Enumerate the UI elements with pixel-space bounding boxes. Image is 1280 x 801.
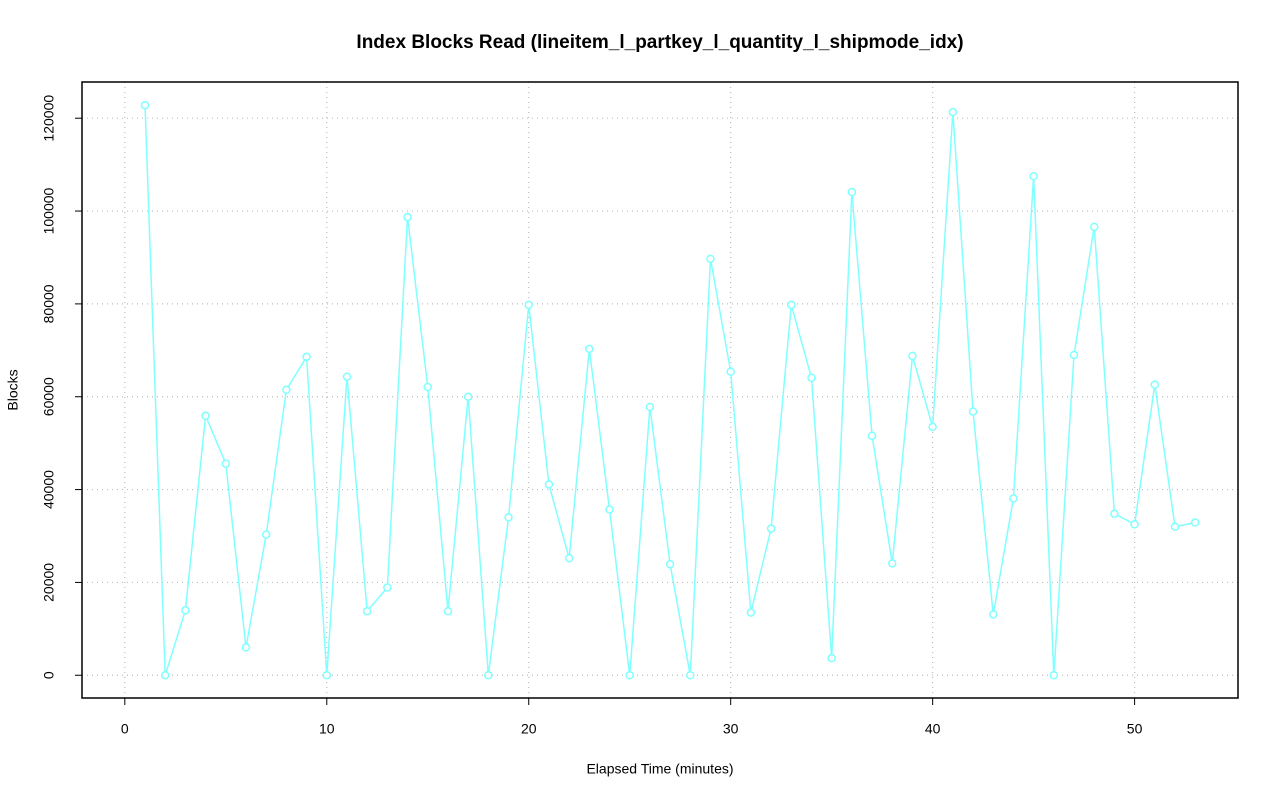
y-tick-label: 40000 xyxy=(41,470,57,509)
data-point xyxy=(1049,671,1059,680)
data-point xyxy=(443,606,453,616)
x-tick-label: 20 xyxy=(521,721,537,737)
data-point xyxy=(827,653,836,663)
y-tick-label: 80000 xyxy=(41,284,57,323)
data-point xyxy=(423,382,432,392)
x-tick-label: 10 xyxy=(319,721,335,737)
data-point xyxy=(403,212,412,222)
data-point xyxy=(524,300,533,310)
data-point xyxy=(888,559,897,568)
x-tick-label: 0 xyxy=(121,721,129,737)
data-point xyxy=(201,411,210,421)
data-point xyxy=(463,392,473,401)
data-point xyxy=(968,407,978,416)
data-point xyxy=(181,606,190,615)
data-point xyxy=(362,606,372,616)
data-point xyxy=(1190,518,1200,527)
y-tick-label: 100000 xyxy=(41,187,57,234)
data-point xyxy=(726,367,735,376)
data-point xyxy=(867,431,877,440)
data-point xyxy=(665,560,675,569)
data-line xyxy=(144,105,1196,676)
y-tick-label: 0 xyxy=(41,671,57,679)
data-point xyxy=(706,254,715,264)
data-point xyxy=(625,671,634,680)
data-point xyxy=(261,530,271,539)
x-tick-label: 50 xyxy=(1127,721,1143,737)
data-point xyxy=(383,583,392,592)
data-point xyxy=(766,524,776,533)
data-point xyxy=(241,643,251,652)
data-point xyxy=(645,402,655,412)
chart-title: Index Blocks Read (lineitem_l_partkey_l_… xyxy=(356,32,963,53)
y-tick-label: 120000 xyxy=(41,95,57,142)
data-point xyxy=(1170,522,1180,531)
x-axis-label: Elapsed Time (minutes) xyxy=(586,761,733,777)
data-point xyxy=(1029,171,1038,181)
data-point xyxy=(1110,509,1119,518)
data-point xyxy=(564,554,574,563)
data-point xyxy=(1150,380,1160,389)
data-point xyxy=(928,422,937,432)
data-point xyxy=(605,505,614,514)
data-point xyxy=(686,671,695,680)
data-point xyxy=(948,107,958,117)
data-point xyxy=(1130,520,1139,529)
data-point xyxy=(807,373,816,382)
data-point xyxy=(342,372,352,382)
data-point xyxy=(908,351,917,361)
data-point xyxy=(988,610,998,619)
y-axis-label: Blocks xyxy=(5,369,21,410)
data-point xyxy=(544,480,554,489)
data-point xyxy=(140,100,150,110)
data-point xyxy=(787,300,796,310)
data-point xyxy=(504,513,513,522)
x-tick-label: 30 xyxy=(723,721,739,737)
data-point xyxy=(1069,350,1079,360)
data-point xyxy=(221,459,231,468)
data-point xyxy=(302,352,311,362)
data-point xyxy=(1089,222,1099,232)
data-point xyxy=(585,344,594,354)
y-tick-label: 20000 xyxy=(41,563,57,602)
plot-area xyxy=(140,100,1200,680)
data-point xyxy=(1009,494,1018,503)
x-tick-label: 40 xyxy=(925,721,941,737)
y-tick-label: 60000 xyxy=(41,377,57,416)
data-point xyxy=(160,671,170,680)
data-point xyxy=(746,608,756,617)
grid xyxy=(82,82,1238,698)
data-point xyxy=(322,671,332,680)
data-point xyxy=(847,187,857,197)
plot-frame xyxy=(81,81,1239,699)
data-point xyxy=(484,671,493,680)
data-point xyxy=(282,385,291,395)
